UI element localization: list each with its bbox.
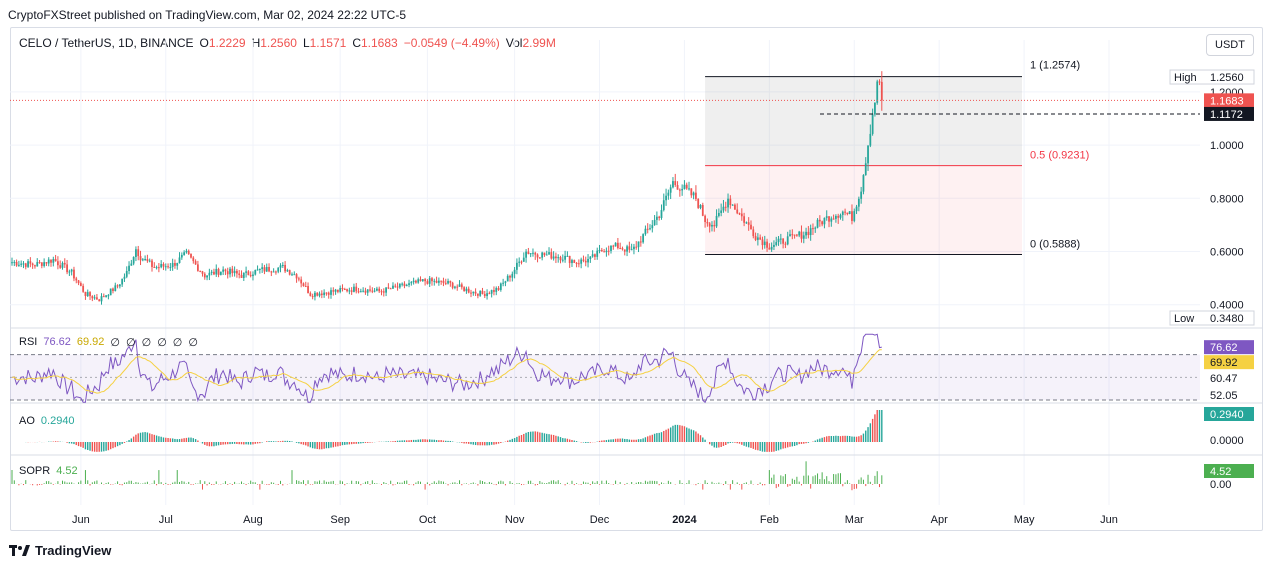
volume-label: Vol <box>505 36 523 50</box>
low-value: 1.1571 <box>309 36 347 50</box>
chart-frame[interactable] <box>10 27 1263 531</box>
tradingview-logo-icon <box>9 544 30 556</box>
sopr-value: 4.52 <box>56 465 78 477</box>
low-label: L <box>302 36 310 50</box>
published-line: CryptoFXStreet published on TradingView.… <box>8 8 406 22</box>
close-label: C <box>352 36 361 50</box>
high-value: 1.2560 <box>260 36 297 50</box>
high-label: H <box>251 36 261 50</box>
ao-legend: AO 0.2940 <box>19 415 75 427</box>
rsi-value: 76.62 <box>43 336 71 348</box>
rsi-extra-5: ∅ <box>188 337 198 349</box>
rsi-extra-2: ∅ <box>141 337 152 349</box>
tradingview-logo[interactable]: TradingView <box>9 543 111 558</box>
rsi-extra-0: ∅ <box>110 337 120 349</box>
rsi-extra-1: ∅ <box>126 337 136 349</box>
open-label: O <box>199 36 209 50</box>
rsi-label: RSI <box>19 336 38 348</box>
rsi-extra-4: ∅ <box>172 337 183 349</box>
change-value: −0.0549 (−4.49%) <box>403 36 500 50</box>
volume-value: 2.99M <box>522 36 556 50</box>
currency-button[interactable]: USDT <box>1206 34 1254 56</box>
chart-legend: CELO / TetherUS, 1D, BINANCE O1.2229 H1.… <box>19 36 556 50</box>
rsi-extra-3: ∅ <box>157 337 167 349</box>
rsi-ma-value: 69.92 <box>76 336 105 348</box>
sopr-label: SOPR <box>19 465 51 477</box>
symbol-label: CELO / TetherUS, 1D, BINANCE <box>19 36 194 50</box>
tradingview-logo-text: TradingView <box>35 543 112 558</box>
ao-label: AO <box>19 415 35 427</box>
ao-value: 0.2940 <box>40 415 75 427</box>
rsi-legend: RSI 76.62 69.92 ∅ ∅ ∅ ∅ ∅ ∅ <box>19 336 198 349</box>
close-value: 1.1683 <box>361 36 398 50</box>
sopr-legend: SOPR 4.52 <box>19 465 78 477</box>
open-value: 1.2229 <box>208 36 246 50</box>
